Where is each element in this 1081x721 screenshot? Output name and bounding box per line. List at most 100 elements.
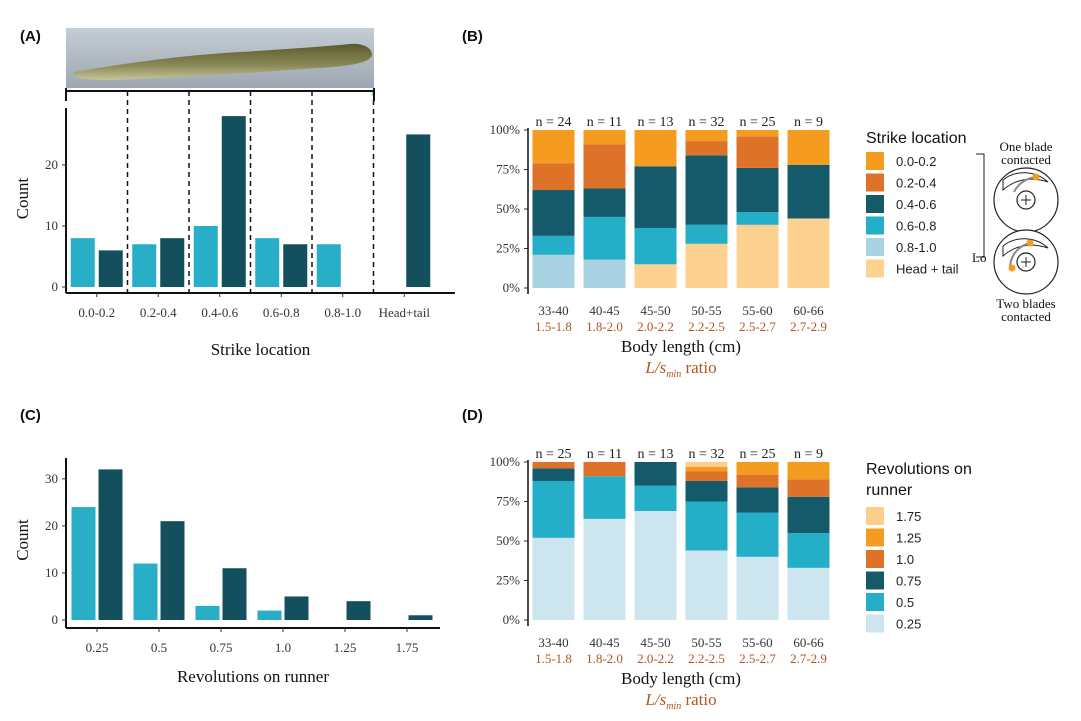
panel-d-legend-swatch [866,528,884,547]
panel-d-bar-segment [532,537,575,620]
runner-inset: One blade contacted Lo Two blades contac… [972,139,1059,324]
panel-a-bar [70,238,95,287]
panel-a-y-tick-label: 20 [45,157,58,172]
panel-b-bar-segment [583,216,626,260]
panel-b-bar-segment [583,188,626,217]
panel-b-bar-segment [736,212,779,225]
panel-d-bar-segment [532,468,575,481]
panel-d-ratio-label: 2.5-2.7 [739,651,776,666]
panel-c-y-tick-label: 20 [45,518,58,533]
panel-a-bar [316,244,341,287]
panel-d-bar-segment [736,474,779,488]
panel-d-bar-segment [634,510,677,620]
panel-c-y-tick-label: 0 [52,612,59,627]
panel-b-bar-segment [685,224,728,244]
panel-label-c: (C) [20,407,41,424]
panel-c-y-axis-title: Count [13,519,32,561]
panel-d-bar-segment [634,462,677,486]
panel-a-bar [132,244,157,287]
panel-c-x-axis-title: Revolutions on runner [177,667,329,686]
panel-d-legend-swatch [866,614,884,633]
panel-b-x-axis-title: Body length (cm) [621,337,741,356]
eel-scale-bar [65,88,375,101]
panel-a-x-tick-label: 0.8-1.0 [324,305,361,320]
runner-two-blade-icon [993,229,1059,295]
panel-b-ratio-label: 1.8-2.0 [586,319,623,334]
panel-label-a: (A) [20,28,41,45]
panel-a-bar [193,225,218,287]
panel-b-bar-segment [532,163,575,191]
panel-b-legend-swatch [866,195,884,213]
panel-d-n-label: n = 13 [638,447,674,462]
panel-b-bar-segment [532,235,575,255]
inset-bottom-label-2: contacted [1001,309,1051,324]
panel-b-ratio-label: 2.0-2.2 [637,319,674,334]
panel-a-bar [406,134,431,287]
panel-d-legend-label: 1.25 [896,531,921,546]
panel-d-legend-swatch [866,571,884,590]
panel-d-ratio-label: 1.5-1.8 [535,651,572,666]
inset-top-label-2: contacted [1001,152,1051,167]
panel-b-x-tick-label: 55-60 [742,303,772,318]
panel-d-y-tick-label: 75% [496,494,520,509]
panel-a-bar [221,116,246,287]
panel-d-legend-title-1: Revolutions on [866,461,972,478]
panel-b-bar-segment [583,130,626,145]
panel-d: 0% 25% 50% 75% 100% n = 25 33-401.5-1.8 n = 11 4… [490,447,972,712]
panel-b-n-label: n = 25 [740,115,776,130]
panel-d-bar-segment [685,550,728,620]
panel-d-legend-swatch [866,507,884,525]
panel-c-y-tick-label: 30 [45,471,58,486]
panel-a-bar [283,244,308,287]
panel-d-legend-label: 0.75 [896,574,921,589]
panel-b-n-label: n = 32 [689,115,725,130]
panel-b-n-label: n = 9 [794,115,823,130]
panel-d-y-tick-label: 50% [496,533,520,548]
panel-d-legend-swatch [866,593,884,611]
inset-bracket [976,153,985,258]
panel-b-ratio-title: L/smin ratio [644,358,716,380]
panel-b-bar-segment [787,164,830,219]
panel-d-bar-segment [532,462,575,469]
panel-a-y-tick-label: 0 [52,279,59,294]
panel-d-bar-segment [787,462,830,480]
panel-b-ratio-label: 2.5-2.7 [739,319,776,334]
panel-b-x-tick-label: 40-45 [589,303,619,318]
panel-b-legend-label: 0.8-1.0 [896,240,936,255]
panel-d-ratio-label: 2.0-2.2 [637,651,674,666]
panel-a: 0 10 20 0.0-0.2 0.2-0.4 0.4-0.6 0.6-0.8 0.8-1.0… [13,91,455,359]
panel-b: 0% 25% 50% 75% 100% n = 24 33-401.5-1.8 n = 11 4… [490,115,967,380]
panel-b-bar-segment [532,254,575,288]
panel-d-x-tick-label: 55-60 [742,635,772,650]
panel-c-x-tick-label: 1.25 [334,640,357,655]
panel-c-bar [160,521,185,620]
panel-d-x-tick-label: 33-40 [538,635,568,650]
panel-b-bar-segment [736,136,779,168]
panel-d-bar-segment [583,518,626,620]
panel-b-bar-segment [583,144,626,189]
panel-d-legend-label: 0.5 [896,595,914,610]
panel-b-n-label: n = 13 [638,115,674,130]
panel-d-y-tick-label: 100% [490,454,521,469]
panel-b-bar-segment [583,259,626,288]
panel-d-legend-swatch [866,550,884,568]
panel-d-y-tick-label: 0% [503,612,521,627]
panel-d-bar-segment [583,476,626,519]
panel-d-ratio-label: 1.8-2.0 [586,651,623,666]
panel-a-bar [255,238,280,287]
panel-b-legend-label: 0.6-0.8 [896,219,936,234]
eel-photo [66,28,374,88]
panel-b-bar-segment [787,218,830,288]
panel-d-n-label: n = 32 [689,447,725,462]
panel-b-bar-segment [685,155,728,225]
panel-b-legend-label: Head + tail [896,262,959,277]
panel-c-x-tick-label: 0.5 [151,640,167,655]
panel-b-legend-label: 0.4-0.6 [896,197,936,212]
panel-b-x-tick-label: 60-66 [793,303,824,318]
panel-b-bar-segment [685,243,728,288]
panel-b-y-tick-label: 0% [503,280,521,295]
panel-d-bar-segment [685,471,728,481]
panel-c-bar [222,568,247,620]
panel-d-bar-segment [736,462,779,475]
